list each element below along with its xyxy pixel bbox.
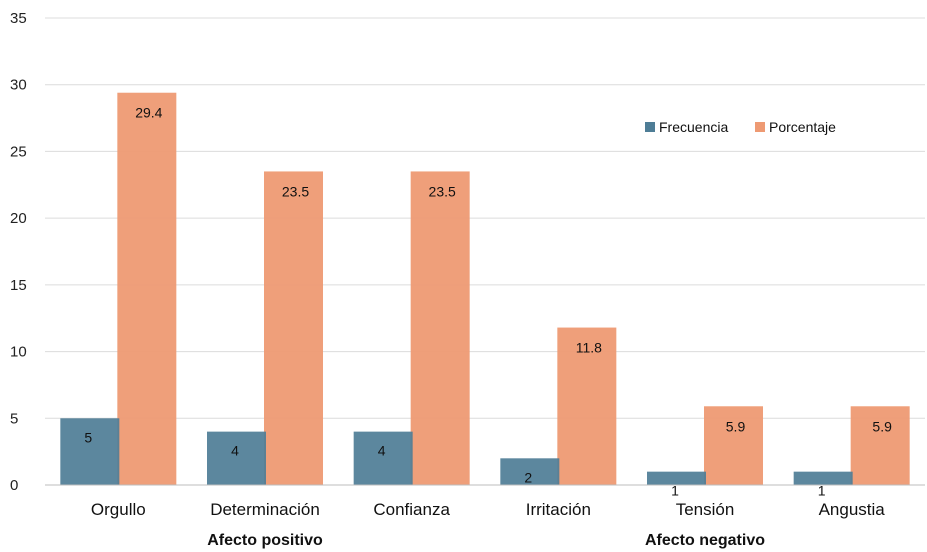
data-label-frecuencia: 1 [818, 483, 826, 499]
bar-frecuencia [60, 418, 120, 485]
data-label-porcentaje: 23.5 [429, 183, 456, 199]
y-tick-label: 35 [10, 10, 27, 27]
x-tick-label: Determinación [210, 500, 320, 519]
bar-porcentaje [264, 171, 323, 485]
data-label-frecuencia: 1 [671, 483, 679, 499]
bar-porcentaje [850, 406, 910, 485]
legend-swatch [755, 122, 765, 132]
legend-swatch [645, 122, 655, 132]
data-labels: 5 29.4 4 23.5 4 23.5 2 11.8 1 5.9 1 5.9 [84, 105, 892, 499]
x-tick-label: Angustia [819, 500, 886, 519]
y-tick-label: 30 [10, 77, 27, 94]
bars [60, 92, 910, 485]
bar-porcentaje [557, 327, 617, 485]
bar-porcentaje [117, 92, 177, 485]
x-axis: Orgullo Determinación Confianza Irritación T… [45, 484, 925, 519]
bar-porcentaje [410, 171, 470, 485]
data-label-porcentaje: 11.8 [576, 340, 602, 356]
y-tick-label: 5 [10, 410, 18, 427]
y-tick-label: 10 [10, 344, 27, 361]
legend-label: Frecuencia [659, 119, 728, 135]
data-label-frecuencia: 4 [231, 443, 239, 459]
data-label-porcentaje: 23.5 [282, 183, 309, 199]
x-tick-label: Irritación [526, 500, 591, 519]
y-tick-label: 25 [10, 143, 27, 160]
y-tick-label: 0 [10, 477, 18, 494]
category-groups: Afecto positivo Afecto negativo [207, 532, 765, 549]
y-tick-label: 15 [10, 277, 27, 294]
y-axis: 0 5 10 15 20 25 30 35 [10, 10, 27, 494]
gridlines [45, 17, 925, 486]
bar-porcentaje [704, 406, 763, 485]
data-label-frecuencia: 2 [524, 469, 532, 485]
bar-frecuencia [500, 458, 560, 485]
bar-frecuencia [353, 431, 413, 485]
x-tick-label: Confianza [373, 500, 450, 519]
data-label-frecuencia: 5 [84, 429, 92, 445]
group-label: Afecto positivo [207, 532, 323, 549]
data-label-porcentaje: 5.9 [726, 418, 746, 434]
bar-frecuencia [793, 471, 853, 485]
x-tick-label: Tensión [676, 500, 735, 519]
data-label-frecuencia: 4 [378, 443, 386, 459]
y-tick-label: 20 [10, 210, 27, 227]
data-label-porcentaje: 5.9 [872, 418, 892, 434]
legend-label: Porcentaje [769, 119, 836, 135]
group-label: Afecto negativo [645, 532, 765, 549]
bar-frecuencia [207, 431, 266, 485]
data-label-porcentaje: 29.4 [135, 105, 162, 121]
legend: Frecuencia Porcentaje [645, 119, 836, 135]
x-tick-label: Orgullo [91, 500, 146, 519]
bar-frecuencia [647, 471, 706, 485]
